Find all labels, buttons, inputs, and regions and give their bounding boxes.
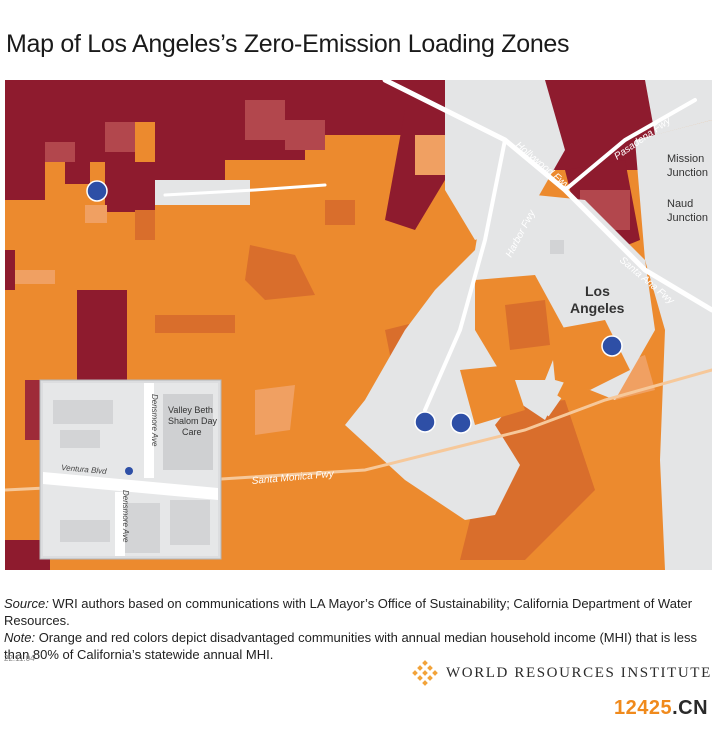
date-code: 22.11.04 [4,654,35,663]
note-line: Note: Orange and red colors depict disad… [4,629,716,663]
inset-ventura-blvd-label: Ventura Blvd [61,463,108,476]
place-labels: Los Angeles Mission Junction Naud Juncti… [570,153,708,316]
valley-beth-label-2: Shalom Day [168,416,218,426]
wri-logo[interactable]: WORLD RESOURCES INSTITUTE [412,658,712,688]
watermark-suffix: .CN [672,697,709,719]
inset-map [39,379,222,560]
downtown-dark-pockets [505,300,550,350]
inset-place-labels: Valley Beth Shalom Day Care [168,405,218,437]
note-label: Note: [4,630,36,645]
source-text: WRI authors based on communications with… [4,596,693,628]
source-label: Source: [4,596,49,611]
small-blocks [530,240,564,417]
map-title: Map of Los Angeles’s Zero-Emission Loadi… [6,30,570,58]
dusty-red-tracts [25,100,630,440]
note-text: Orange and red colors depict disadvantag… [4,630,697,662]
zone-marker[interactable] [86,180,108,202]
mission-junction-label-1: Mission [667,153,704,165]
zone-marker[interactable] [601,335,623,357]
caption: Source: WRI authors based on communicati… [4,595,716,663]
wri-logo-icon [412,660,438,686]
zone-marker[interactable] [450,412,472,434]
wri-logo-text: WORLD RESOURCES INSTITUTE [446,664,712,681]
watermark: 12425.CN [614,697,708,720]
zone-marker[interactable] [414,411,436,433]
valley-beth-label-1: Valley Beth [168,405,213,415]
naud-junction-label-2: Junction [667,212,708,224]
watermark-number: 12425 [614,697,673,719]
naud-junction-label-1: Naud [667,198,693,210]
inset-zone-marker[interactable] [125,467,133,475]
mission-junction-label-2: Junction [667,167,708,179]
inset-densmore-ave-label-north: Densmore Ave [150,394,159,447]
zone-markers [86,180,623,434]
source-line: Source: WRI authors based on communicati… [4,595,716,629]
los-angeles-label: Los [585,283,610,299]
valley-beth-label-3: Care [182,427,202,437]
map-area[interactable]: Hollywood Fwy Pasadena Fwy Harbor Fwy Sa… [5,80,712,570]
inset-densmore-ave-label-south: Densmore Ave [121,490,130,543]
inset-labels: Ventura Blvd Densmore Ave Densmore Ave [61,394,159,543]
los-angeles-label-2: Angeles [570,300,625,316]
